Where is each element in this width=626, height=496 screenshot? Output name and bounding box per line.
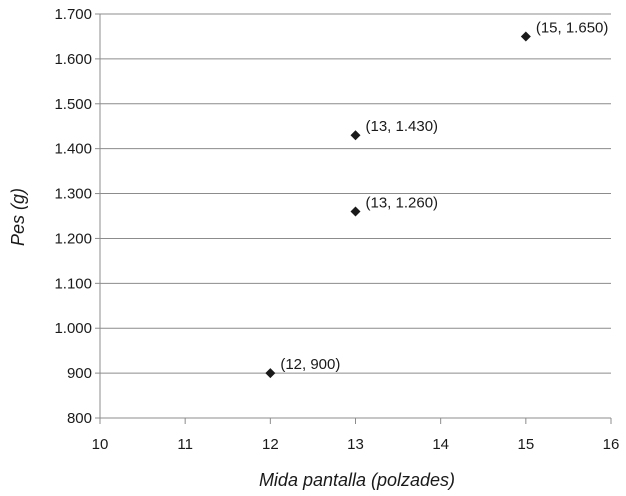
y-tick-label: 800 [67,410,92,427]
y-tick-label: 1.000 [54,320,92,337]
y-tick-label: 1.400 [54,141,92,158]
y-tick-label: 1.200 [54,230,92,247]
y-tick-label: 1.700 [54,6,92,23]
tick-labels: 800 900 1.000 1.100 1.200 1.300 1.400 1.500 1.60… [54,6,619,453]
data-label: (13, 1.260) [366,195,439,212]
y-tick-label: 900 [67,365,92,382]
x-tick-label: 15 [517,436,534,453]
x-tick-label: 13 [347,436,364,453]
x-tick-label: 16 [603,436,620,453]
data-label: (15, 1.650) [536,19,609,36]
x-tick-label: 11 [177,436,193,453]
axes [95,13,612,424]
data-label: (12, 900) [280,356,340,373]
data-labels: (12, 900) (13, 1.260) (13, 1.430) (15, 1.65… [280,19,608,373]
data-label: (13, 1.430) [366,118,439,135]
data-point [350,206,361,217]
y-tick-label: 1.100 [54,275,92,292]
data-points [265,31,531,379]
data-point [520,31,531,42]
x-tick-label: 12 [262,436,279,453]
y-tick-label: 1.300 [54,186,92,203]
y-tick-label: 1.500 [54,96,92,113]
grid-lines [100,13,611,374]
data-point [350,130,361,141]
y-tick-label: 1.600 [54,51,92,68]
y-axis-title: Pes (g) [8,188,28,246]
data-point [265,368,276,379]
x-axis-title: Mida pantalla (polzades) [259,470,455,490]
x-tick-label: 10 [92,436,109,453]
x-tick-label: 14 [432,436,449,453]
